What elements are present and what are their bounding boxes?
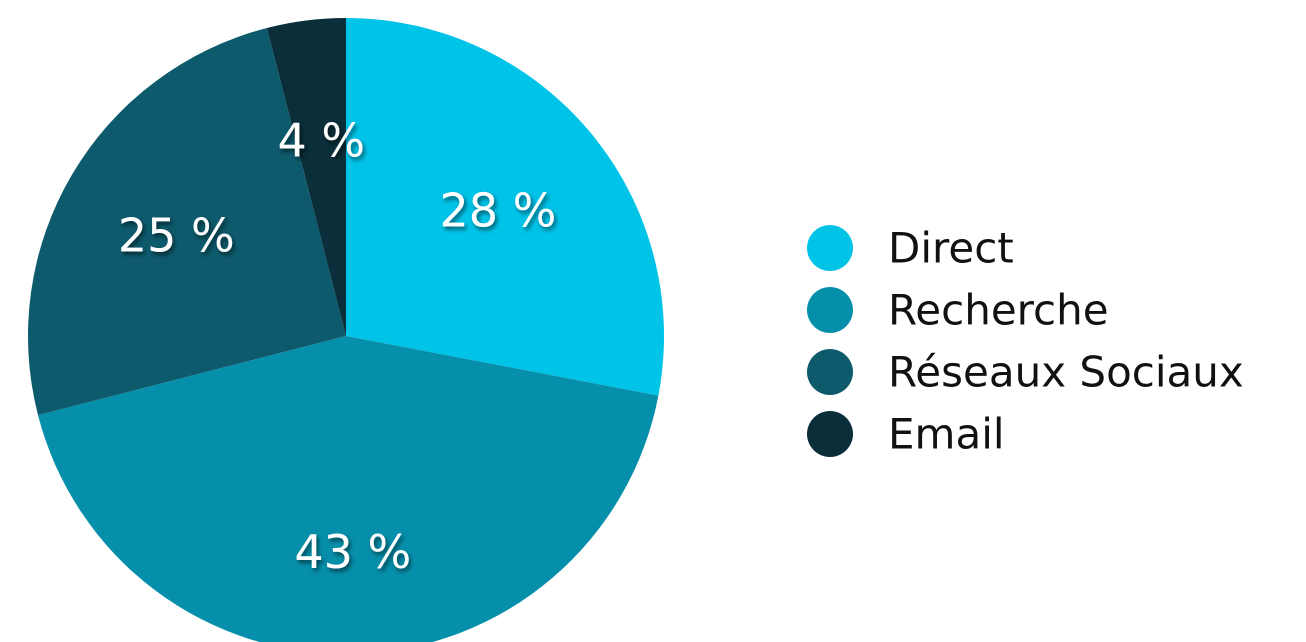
pie-slices: [27, 18, 665, 642]
legend-marker: [807, 349, 853, 395]
legend-label: Email: [888, 410, 1005, 459]
legend-label: Réseaux Sociaux: [888, 348, 1244, 397]
pie-slice-r-seaux-sociaux: [27, 27, 347, 416]
slice-data-label: 25 %: [118, 209, 235, 263]
slice-data-label: 28 %: [439, 183, 556, 237]
legend-marker: [807, 411, 853, 457]
legend-marker: [807, 287, 853, 333]
pie-slice-recherche: [37, 336, 659, 642]
pie-slice-direct: [346, 18, 665, 396]
slice-data-label: 43 %: [294, 525, 411, 579]
legend-label: Recherche: [888, 286, 1109, 335]
legend: Direct Recherche Réseaux Sociaux Email: [807, 224, 1244, 459]
pie-slice-email: [266, 18, 346, 336]
pie-data-labels: 28 % 43 % 25 % 4 %: [118, 113, 556, 579]
legend-label: Direct: [888, 224, 1014, 273]
slice-data-label: 4 %: [277, 113, 365, 167]
legend-marker: [807, 225, 853, 271]
